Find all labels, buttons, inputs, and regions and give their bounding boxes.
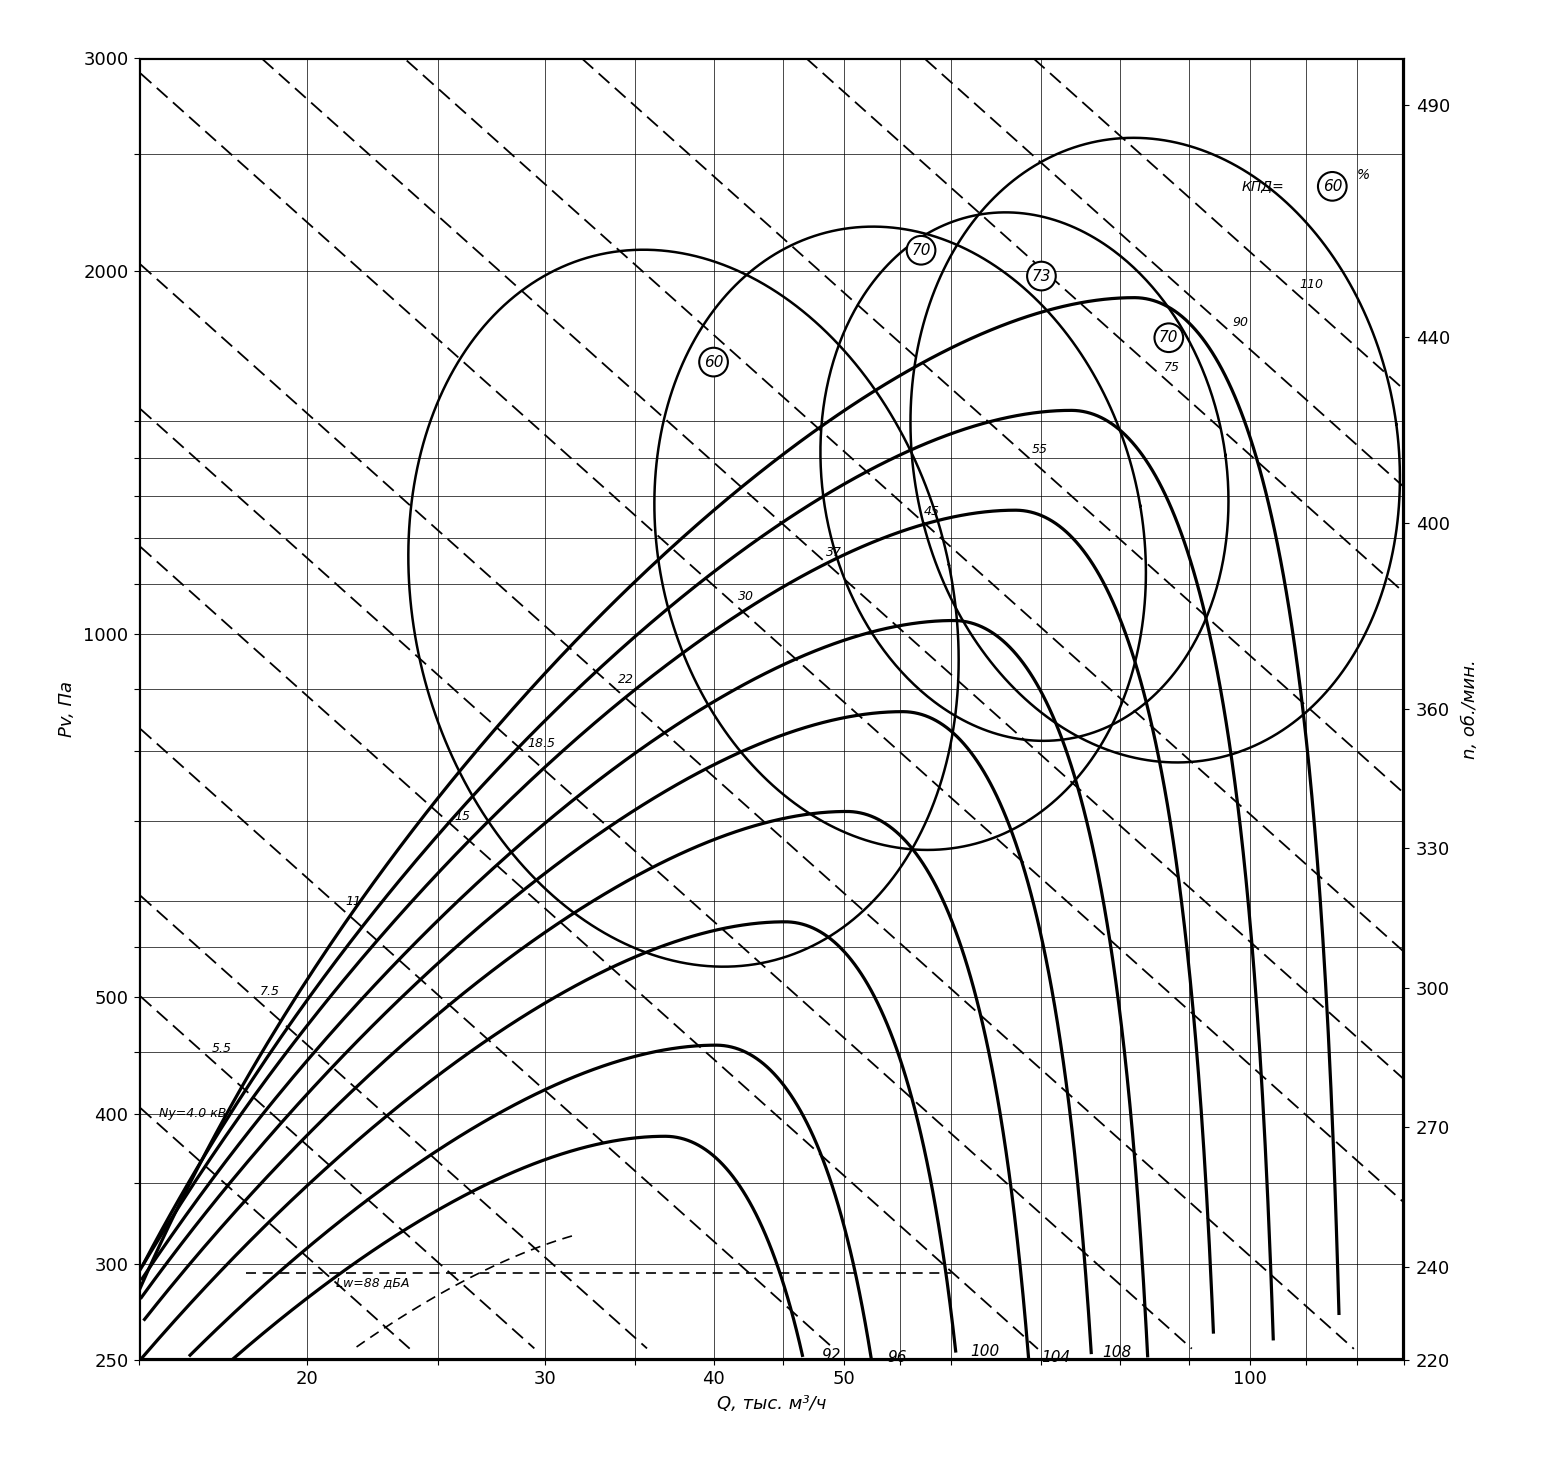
Text: 60: 60: [1322, 178, 1342, 194]
Text: 45: 45: [923, 504, 940, 518]
Text: КПД=: КПД=: [1242, 180, 1285, 193]
Text: 60: 60: [704, 355, 724, 370]
X-axis label: Q, тыс. м³/ч: Q, тыс. м³/ч: [717, 1395, 826, 1412]
Text: 5.5: 5.5: [211, 1042, 231, 1056]
Text: 92: 92: [821, 1348, 841, 1363]
Text: 75: 75: [1165, 361, 1180, 374]
Text: Ny=4.0 кВт: Ny=4.0 кВт: [159, 1107, 233, 1120]
Text: 70: 70: [1159, 330, 1179, 345]
Text: 90: 90: [1233, 316, 1248, 329]
Text: 37: 37: [827, 545, 842, 558]
Text: 73: 73: [1032, 269, 1051, 284]
Text: Lw=88 дБА: Lw=88 дБА: [336, 1276, 409, 1289]
Text: 30: 30: [738, 589, 755, 602]
Text: 15: 15: [455, 810, 471, 823]
Text: %: %: [1358, 168, 1370, 183]
Y-axis label: Pv, Па: Pv, Па: [59, 681, 76, 737]
Text: 11: 11: [346, 895, 361, 908]
Text: 70: 70: [912, 243, 930, 257]
Text: 55: 55: [1032, 443, 1048, 456]
Text: 7.5: 7.5: [259, 984, 279, 997]
Text: 110: 110: [1299, 278, 1322, 291]
Text: 108: 108: [1103, 1345, 1133, 1360]
Text: 100: 100: [971, 1344, 1000, 1358]
Text: 22: 22: [617, 673, 634, 686]
Text: 104: 104: [1042, 1349, 1071, 1366]
Y-axis label: n, об./мин.: n, об./мин.: [1461, 659, 1480, 759]
Text: 18.5: 18.5: [528, 737, 555, 750]
Text: 96: 96: [887, 1349, 907, 1364]
